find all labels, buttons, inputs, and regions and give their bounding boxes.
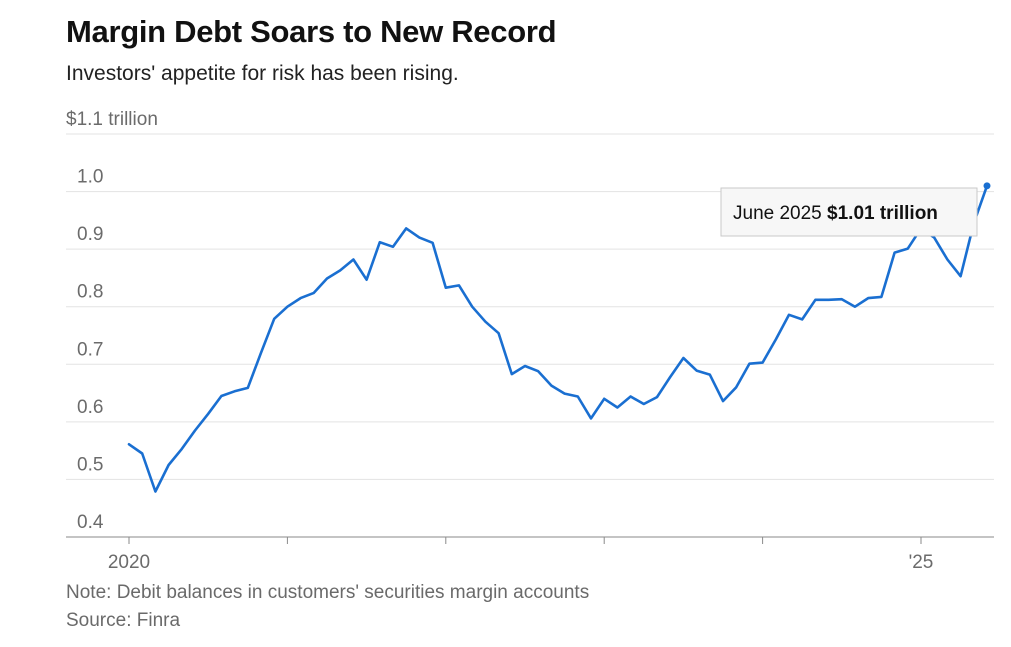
x-tick-label: 2020 [108,552,150,573]
value-tooltip: June 2025 $1.01 trillion [720,187,978,237]
tooltip-box [720,187,978,237]
tooltip-text: June 2025 $1.01 trillion [733,203,938,224]
y-tick-label: 0.5 [77,454,103,475]
tooltip-value: $1.01 trillion [827,203,938,224]
chart-note: Note: Debit balances in customers' secur… [66,582,590,603]
y-tick-label: $1.1 trillion [66,109,158,130]
y-tick-label: 0.4 [77,512,104,533]
y-tick-label: 0.8 [77,282,103,303]
latest-point [983,182,991,190]
series-group [127,182,991,493]
chart-source: Source: Finra [66,610,181,631]
tooltip-date: June 2025 [733,203,827,224]
y-tick-label: 1.0 [77,167,103,188]
x-tick-label: '25 [909,552,934,573]
chart-title: Margin Debt Soars to New Record [66,14,557,49]
y-tick-label: 0.9 [77,224,103,245]
y-axis-ticks: $1.1 trillion 1.0 0.9 0.8 0.7 0.6 0.5 0.4 [66,109,158,533]
x-axis: 2020 '25 [66,536,994,573]
line-chart: $1.1 trillion 1.0 0.9 0.8 0.7 0.6 0.5 0.4 2020 '… [66,109,994,573]
y-tick-label: 0.6 [77,397,103,418]
chart-subtitle: Investors' appetite for risk has been ri… [66,62,459,85]
series-line [127,184,989,493]
y-tick-label: 0.7 [77,339,103,360]
